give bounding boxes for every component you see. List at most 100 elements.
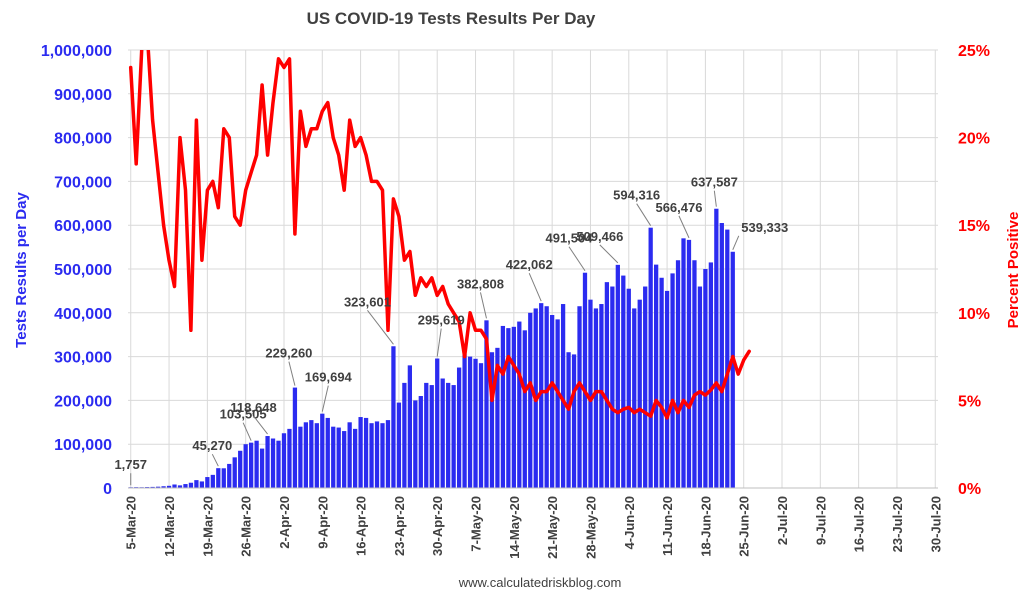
y-tick-right: 15% — [958, 218, 990, 235]
bar — [385, 420, 391, 488]
y-tick-right: 20% — [958, 131, 990, 148]
y-tick-left: 500,000 — [54, 262, 112, 279]
annotation-label: 45,270 — [192, 438, 232, 453]
bar — [681, 238, 686, 488]
bar — [566, 352, 571, 488]
bar — [254, 440, 259, 488]
bar — [270, 438, 276, 488]
annotation-label: 566,476 — [655, 200, 702, 215]
bar — [331, 426, 336, 488]
x-tick-label: 14-May-20 — [507, 496, 522, 559]
x-tick-label: 19-Mar-20 — [200, 496, 215, 557]
bar — [216, 468, 221, 488]
bar — [714, 208, 719, 489]
bar — [276, 440, 281, 488]
bar — [199, 481, 205, 488]
bar — [456, 367, 462, 488]
x-tick-label: 30-Apr-20 — [430, 496, 445, 556]
bar — [643, 286, 648, 488]
annotation-label: 509,466 — [576, 229, 623, 244]
bar — [172, 484, 177, 488]
bar — [670, 273, 675, 488]
bar — [703, 269, 708, 488]
chart-title: US COVID-19 Tests Results Per Day — [307, 9, 596, 28]
bar — [500, 325, 506, 488]
bar — [451, 385, 456, 488]
bar — [407, 365, 412, 488]
annotation-leader — [253, 415, 268, 435]
y-tick-right: 0% — [958, 481, 981, 498]
x-tick-label: 23-Apr-20 — [392, 496, 407, 556]
bar — [238, 450, 243, 488]
bar — [303, 422, 309, 488]
annotation-label: 118,648 — [230, 400, 276, 415]
bar — [686, 239, 692, 488]
bar — [462, 354, 467, 488]
bar — [560, 304, 566, 488]
bar — [183, 484, 188, 488]
bar — [424, 382, 429, 488]
annotation-leader — [732, 235, 740, 250]
x-tick-label: 18-Jun-20 — [698, 496, 713, 557]
bar — [221, 468, 226, 488]
bar — [249, 442, 254, 488]
x-tick-label: 21-May-20 — [545, 496, 560, 559]
bar — [489, 352, 495, 488]
bar — [177, 485, 183, 488]
y-tick-left: 800,000 — [54, 131, 112, 148]
bar — [708, 262, 714, 488]
annotation-leader — [528, 272, 542, 302]
annotation-leader — [479, 292, 487, 319]
bar — [730, 251, 735, 488]
bar — [610, 286, 615, 488]
y-tick-left: 300,000 — [54, 350, 112, 367]
annotation-label: 382,808 — [457, 276, 504, 291]
bar — [259, 448, 265, 488]
y-tick-right: 5% — [958, 393, 981, 410]
bar — [621, 275, 626, 488]
bar — [637, 299, 642, 488]
bar — [725, 229, 730, 488]
y-tick-left: 200,000 — [54, 393, 112, 410]
axes: 0 100,000 200,000 300,000 400,000 500,000 600,… — [41, 43, 990, 559]
bar — [555, 319, 560, 488]
bar — [599, 304, 604, 488]
x-tick-label: 12-Mar-20 — [162, 496, 177, 557]
bar — [582, 272, 588, 488]
annotation-leader — [211, 453, 219, 467]
bar — [243, 444, 248, 488]
bar — [440, 378, 445, 488]
bar — [314, 423, 319, 488]
bar — [511, 326, 516, 488]
annotation-label: 169,694 — [305, 370, 353, 385]
bar — [374, 421, 380, 488]
x-tick-label: 25-Jun-20 — [737, 496, 752, 557]
bar — [292, 387, 298, 488]
bar — [155, 486, 161, 488]
bar — [352, 428, 358, 488]
bar — [194, 480, 199, 488]
y-axis-label-right: Percent Positive — [1005, 212, 1022, 329]
bar — [664, 290, 670, 488]
annotation-leader — [321, 385, 329, 412]
bar — [473, 358, 478, 488]
annotation-label: 594,316 — [613, 188, 660, 203]
annotation-label: 539,333 — [741, 220, 788, 235]
bar — [150, 486, 155, 488]
bar-series — [128, 208, 735, 489]
bar — [391, 346, 396, 488]
y-tick-left: 0 — [103, 481, 112, 498]
bar — [363, 417, 369, 488]
annotation-leader — [636, 203, 652, 226]
bar — [298, 426, 303, 488]
bar — [446, 382, 451, 488]
annotations: 1,75745,270103,505118,648229,260169,6943… — [114, 175, 788, 486]
bar — [659, 277, 664, 488]
annotation-leader — [288, 361, 296, 386]
bar — [550, 314, 555, 488]
x-tick-label: 16-Jul-20 — [852, 496, 867, 552]
bar — [402, 382, 407, 488]
bar — [467, 356, 473, 488]
bar — [369, 423, 374, 488]
